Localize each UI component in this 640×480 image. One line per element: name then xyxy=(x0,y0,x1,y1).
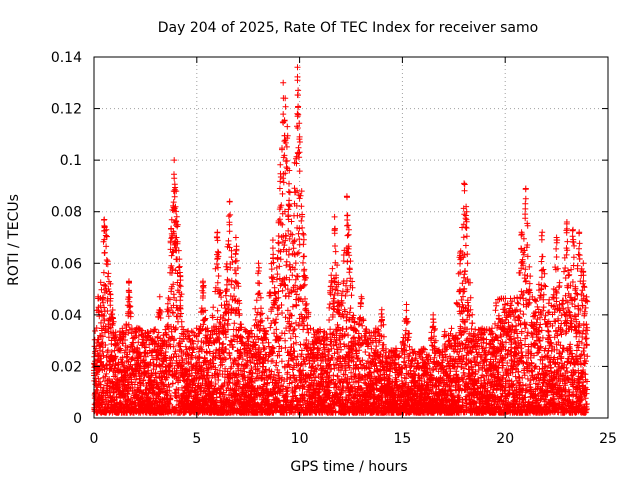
y-axis-label: ROTI / TECUs xyxy=(6,194,22,286)
y-tick-label: 0 xyxy=(73,411,82,427)
x-tick-label: 5 xyxy=(192,431,201,447)
x-tick-label: 10 xyxy=(291,431,309,447)
axis-ticks: 0 0.02 0.04 0.06 0.08 0.1 0.12 0.14 0 5 10 15 20 25 xyxy=(51,50,617,447)
y-tick-label: 0.1 xyxy=(60,153,82,169)
plot-frame xyxy=(93,56,609,419)
y-tick-label: 0.04 xyxy=(51,308,82,324)
y-tick-label: 0.02 xyxy=(51,359,82,375)
x-tick-label: 25 xyxy=(599,431,617,447)
x-tick-label: 15 xyxy=(393,431,411,447)
x-tick-label: 0 xyxy=(90,431,99,447)
y-tick-label: 0.12 xyxy=(51,102,82,118)
y-tick-label: 0.14 xyxy=(51,50,82,66)
x-axis-label: GPS time / hours xyxy=(290,459,407,475)
y-tick-label: 0.08 xyxy=(51,205,82,221)
chart-title: Day 204 of 2025, Rate Of TEC Index for r… xyxy=(158,20,538,36)
x-tick-label: 20 xyxy=(496,431,514,447)
y-tick-label: 0.06 xyxy=(51,256,82,272)
